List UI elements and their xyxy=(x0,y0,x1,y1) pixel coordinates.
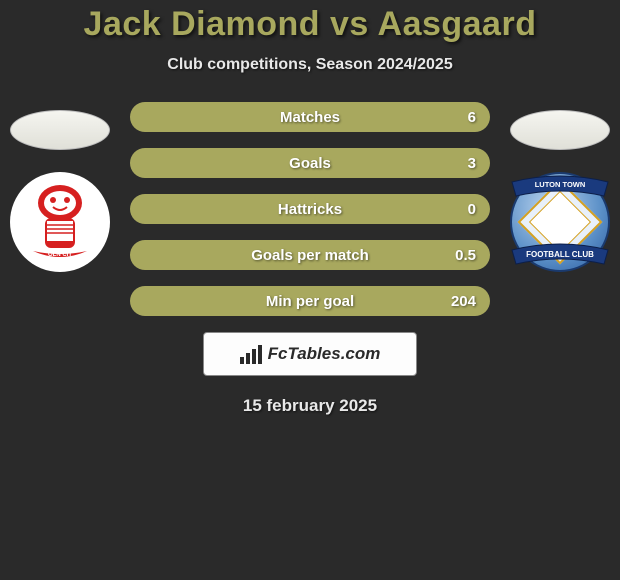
club-badge-left: OLN CIT xyxy=(10,172,110,272)
stat-value-right: 3 xyxy=(468,155,476,172)
stat-row-goals: Goals 3 xyxy=(130,148,490,178)
left-column: OLN CIT xyxy=(0,102,120,272)
stat-row-matches: Matches 6 xyxy=(130,102,490,132)
svg-text:FOOTBALL CLUB: FOOTBALL CLUB xyxy=(526,250,594,259)
stat-label: Goals xyxy=(289,155,331,172)
club-badge-right: FOOTBALL CLUB LUTON TOWN xyxy=(510,172,610,272)
root: Jack Diamond vs Aasgaard Club competitio… xyxy=(0,0,620,416)
stat-label: Matches xyxy=(280,109,340,126)
ribbon-top-icon: LUTON TOWN xyxy=(510,174,610,204)
brand-text: FcTables.com xyxy=(268,344,381,364)
brand-chart-icon xyxy=(240,344,262,364)
ribbon-icon: FOOTBALL CLUB xyxy=(510,242,610,272)
stat-label: Goals per match xyxy=(251,247,369,264)
brand-box: FcTables.com xyxy=(203,332,417,376)
page-subtitle: Club competitions, Season 2024/2025 xyxy=(0,56,620,74)
svg-text:OLN CIT: OLN CIT xyxy=(48,252,72,258)
stat-row-mpg: Min per goal 204 xyxy=(130,286,490,316)
stats-column: Matches 6 Goals 3 Hattricks 0 Goals per … xyxy=(120,102,500,416)
right-column: FOOTBALL CLUB LUTON TOWN xyxy=(500,102,620,272)
stat-value-right: 0 xyxy=(468,201,476,218)
stat-label: Min per goal xyxy=(266,293,354,310)
player-avatar-left xyxy=(10,110,110,150)
page-title: Jack Diamond vs Aasgaard xyxy=(0,5,620,44)
stat-row-gpm: Goals per match 0.5 xyxy=(130,240,490,270)
main-row: OLN CIT Matches 6 Goals 3 Hattricks 0 xyxy=(0,102,620,416)
svg-text:LUTON TOWN: LUTON TOWN xyxy=(535,180,586,189)
stat-value-right: 204 xyxy=(451,293,476,310)
player-avatar-right xyxy=(510,110,610,150)
stat-value-right: 6 xyxy=(468,109,476,126)
mascot-icon: OLN CIT xyxy=(25,183,95,261)
stat-row-hattricks: Hattricks 0 xyxy=(130,194,490,224)
date-label: 15 february 2025 xyxy=(130,396,490,416)
stat-label: Hattricks xyxy=(278,201,342,218)
stat-value-right: 0.5 xyxy=(455,247,476,264)
